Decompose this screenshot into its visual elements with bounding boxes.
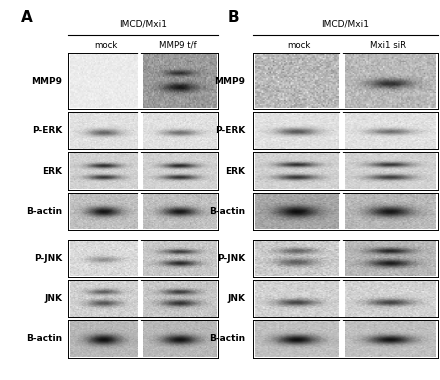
- Text: P-ERK: P-ERK: [215, 126, 246, 135]
- Text: mock: mock: [287, 41, 311, 50]
- Text: B-actin: B-actin: [209, 334, 246, 344]
- Text: ERK: ERK: [226, 166, 246, 176]
- Text: Mxi1 siR: Mxi1 siR: [370, 41, 406, 50]
- Text: B-actin: B-actin: [26, 207, 62, 216]
- Text: A: A: [21, 10, 32, 25]
- Text: P-JNK: P-JNK: [217, 254, 246, 263]
- Text: MMP9 t/f: MMP9 t/f: [158, 41, 196, 50]
- Text: MMP9: MMP9: [215, 77, 246, 86]
- Text: JNK: JNK: [227, 294, 246, 303]
- Text: B-actin: B-actin: [26, 334, 62, 344]
- Text: ERK: ERK: [42, 166, 62, 176]
- Text: IMCD/Mxi1: IMCD/Mxi1: [119, 20, 167, 29]
- Text: P-JNK: P-JNK: [34, 254, 62, 263]
- Text: JNK: JNK: [44, 294, 62, 303]
- Text: IMCD/Mxi1: IMCD/Mxi1: [321, 20, 370, 29]
- Text: MMP9: MMP9: [31, 77, 62, 86]
- Text: B: B: [227, 10, 239, 25]
- Text: P-ERK: P-ERK: [32, 126, 62, 135]
- Text: mock: mock: [94, 41, 117, 50]
- Text: B-actin: B-actin: [209, 207, 246, 216]
